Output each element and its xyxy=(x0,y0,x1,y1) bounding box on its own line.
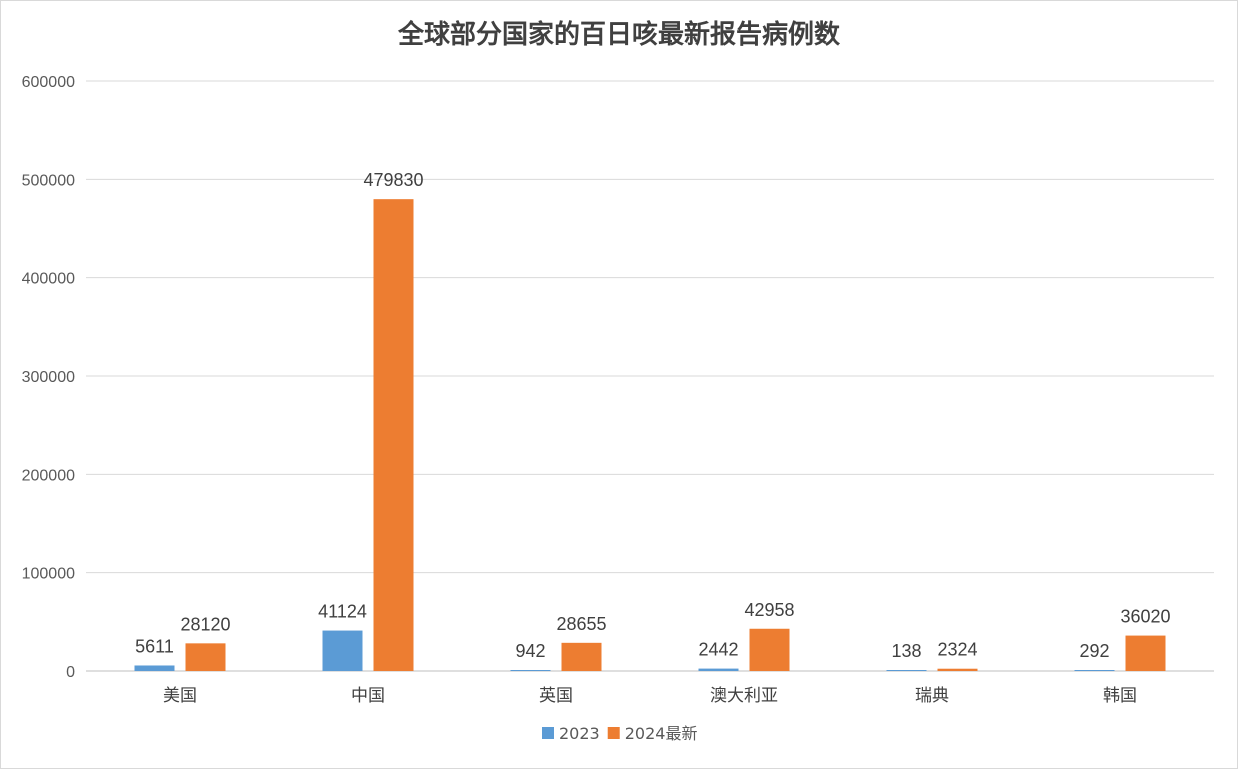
y-tick-label: 600000 xyxy=(22,74,75,91)
y-tick-label: 500000 xyxy=(22,172,75,189)
bar xyxy=(510,670,551,671)
x-axis-ticks: 美国 中国 英国 澳大利亚 瑞典 韩国 xyxy=(163,686,1137,706)
bar xyxy=(749,628,790,671)
y-tick-label: 100000 xyxy=(22,566,75,583)
data-label: 942 xyxy=(515,641,545,661)
data-label: 2324 xyxy=(937,640,977,660)
x-tick-label: 韩国 xyxy=(1103,686,1137,706)
data-label: 138 xyxy=(891,641,921,661)
data-label: 28120 xyxy=(180,614,230,634)
legend: 2023 2024最新 xyxy=(542,724,697,743)
bars xyxy=(134,199,1166,671)
data-label: 292 xyxy=(1079,641,1109,661)
bar xyxy=(561,642,602,671)
data-label: 41124 xyxy=(318,602,367,622)
bar xyxy=(937,668,978,671)
data-label: 36020 xyxy=(1120,607,1170,627)
legend-swatch xyxy=(542,727,554,739)
bar xyxy=(1125,635,1166,671)
legend-swatch xyxy=(607,727,620,739)
bar xyxy=(185,643,226,671)
legend-label: 2024最新 xyxy=(625,724,698,743)
bar xyxy=(698,668,739,671)
data-label: 2442 xyxy=(698,640,738,660)
bar xyxy=(134,665,175,671)
x-tick-label: 瑞典 xyxy=(915,686,949,706)
x-tick-label: 美国 xyxy=(163,686,197,706)
data-label: 479830 xyxy=(363,170,423,190)
bar xyxy=(322,630,363,671)
bar xyxy=(886,670,927,671)
y-axis-ticks: 0 100000 200000 300000 400000 500000 600000 xyxy=(22,74,75,681)
x-tick-label: 澳大利亚 xyxy=(710,686,778,706)
x-tick-label: 中国 xyxy=(351,686,385,706)
y-tick-label: 200000 xyxy=(22,467,75,484)
data-label: 28655 xyxy=(556,614,606,634)
legend-label: 2023 xyxy=(559,724,600,743)
data-labels: 5611 28120 41124 479830 942 28655 2442 42958 138… xyxy=(135,170,1170,661)
chart-title: 全球部分国家的百日咳最新报告病例数 xyxy=(397,19,841,50)
data-label: 5611 xyxy=(135,636,174,656)
bar xyxy=(1074,670,1115,671)
bar xyxy=(373,199,414,671)
gridlines xyxy=(86,80,1214,672)
data-label: 42958 xyxy=(744,600,794,620)
x-tick-label: 英国 xyxy=(539,686,573,706)
y-tick-label: 0 xyxy=(66,664,75,681)
y-tick-label: 400000 xyxy=(22,271,75,288)
y-tick-label: 300000 xyxy=(22,369,75,386)
